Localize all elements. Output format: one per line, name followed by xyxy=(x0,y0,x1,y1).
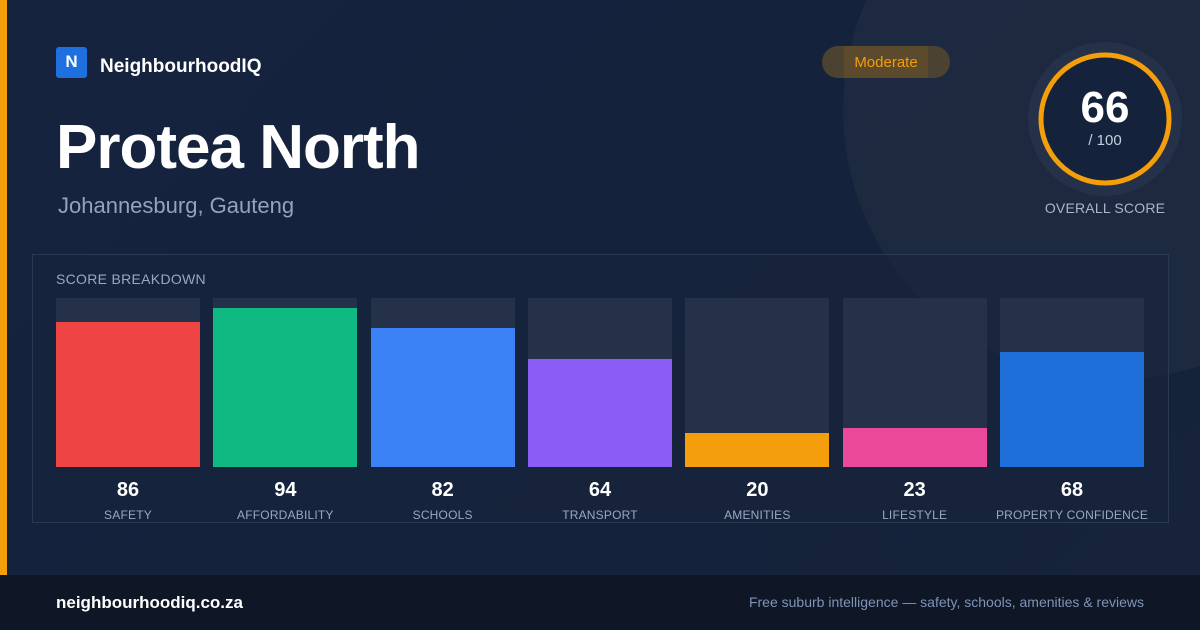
score-bar-transport: 64 TRANSPORT xyxy=(528,298,672,528)
score-ring-track xyxy=(1041,55,1169,183)
bar-fill xyxy=(213,308,358,467)
bar-track xyxy=(56,298,200,467)
breakdown-heading: SCORE BREAKDOWN xyxy=(56,271,206,287)
brand[interactable]: N NeighbourhoodIQ xyxy=(56,46,261,78)
bar-value: 68 xyxy=(1060,479,1084,501)
bar-label: AMENITIES xyxy=(724,508,791,522)
score-ring-arc xyxy=(1038,52,1172,186)
bar-label: TRANSPORT xyxy=(562,508,638,522)
bar-value: 82 xyxy=(431,479,454,501)
bar-fill xyxy=(1000,352,1144,467)
bar-value: 64 xyxy=(588,479,612,501)
bar-track xyxy=(842,298,987,467)
badge-highlight xyxy=(844,46,928,78)
brand-name: NeighbourhoodIQ xyxy=(100,56,262,77)
bar-track xyxy=(528,298,672,467)
footer: neighbourhoodiq.co.za Free suburb intell… xyxy=(0,575,1200,630)
footer-url-link[interactable]: neighbourhoodiq.co.za xyxy=(56,593,243,612)
bar-track xyxy=(370,298,515,467)
breakdown-bars: 86 SAFETY 94 AFFORDABILITY 82 SCHOOLS 64 TRANSP… xyxy=(56,298,1148,528)
bar-track xyxy=(685,298,830,467)
bar-label: SCHOOLS xyxy=(412,508,473,522)
bar-fill xyxy=(528,358,672,467)
bar-value: 20 xyxy=(746,479,769,501)
footer-tagline: Free suburb intelligence — safety, schoo… xyxy=(748,594,1144,610)
score-bar-amenities: 20 AMENITIES xyxy=(685,298,830,528)
rating-badge-label: Moderate xyxy=(854,53,918,71)
bar-label: PROPERTY CONFIDENCE xyxy=(995,508,1149,522)
score-bar-safety: 86 SAFETY xyxy=(56,298,200,528)
overall-score-ring xyxy=(1028,42,1182,196)
bar-fill xyxy=(685,433,830,467)
bar-label: SAFETY xyxy=(104,508,152,522)
rating-badge: Moderate xyxy=(822,46,950,78)
accent-bar xyxy=(0,0,7,575)
brand-logo-icon: N xyxy=(56,46,87,78)
bar-value: 86 xyxy=(116,479,140,501)
score-bar-lifestyle: 23 LIFESTYLE xyxy=(842,298,987,528)
bar-fill xyxy=(56,321,200,467)
overall-score-max: / 100 xyxy=(1088,132,1122,149)
score-bar-property-confidence: 68 PROPERTY CONFIDENCE xyxy=(996,298,1148,528)
bar-track xyxy=(1000,298,1144,467)
bar-fill xyxy=(370,328,515,467)
bar-track xyxy=(213,298,358,467)
page-title: Protea North xyxy=(56,113,420,182)
overall-score-value: 66 xyxy=(1080,83,1130,132)
score-bar-schools: 82 SCHOOLS xyxy=(370,298,515,528)
location-subtitle: Johannesburg, Gauteng xyxy=(58,193,295,218)
score-bar-affordability: 94 AFFORDABILITY xyxy=(213,298,358,528)
bar-value: 23 xyxy=(903,479,926,501)
bar-label: LIFESTYLE xyxy=(882,508,948,522)
bar-label: AFFORDABILITY xyxy=(237,508,334,522)
bar-fill xyxy=(842,428,987,467)
bar-value: 94 xyxy=(274,479,297,501)
overall-score-label: OVERALL SCORE xyxy=(1044,200,1166,216)
